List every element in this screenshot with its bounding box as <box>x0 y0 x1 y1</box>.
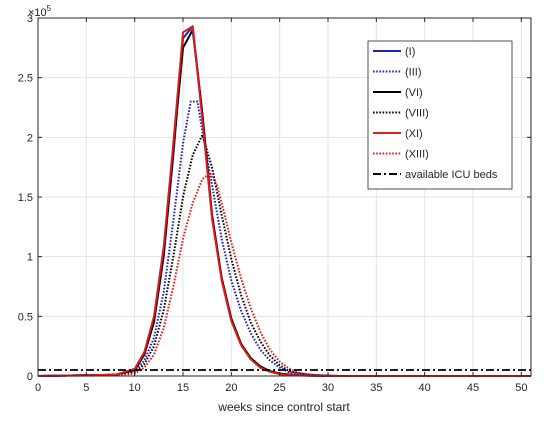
legend-label-4: (XI) <box>405 128 423 140</box>
legend-label-6: available ICU beds <box>405 169 498 181</box>
y-tick-label: 0 <box>27 371 33 383</box>
legend-label-3: (VIII) <box>405 108 429 120</box>
x-tick-label: 0 <box>35 382 41 394</box>
legend: (I) (III) (VI) (VIII) (XI) (XIII) available IC… <box>367 40 513 190</box>
series-line-5 <box>37 172 531 377</box>
legend-label-5: (XIII) <box>405 149 429 161</box>
series-line-3 <box>37 133 531 377</box>
legend-label-1: (III) <box>405 67 422 79</box>
y-tick-label: 3 <box>27 13 33 25</box>
x-tick-label: 35 <box>370 382 382 394</box>
x-tick-label: 25 <box>274 382 286 394</box>
x-axis-ticks: 0 5 10 15 20 25 30 35 40 45 50 <box>35 18 527 394</box>
y-tick-label: 1.5 <box>18 192 33 204</box>
legend-label-2: (VI) <box>405 87 423 99</box>
x-tick-label: 30 <box>322 382 334 394</box>
series-line-4 <box>37 25 531 377</box>
legend-label-0: (I) <box>405 46 415 58</box>
legend-box <box>367 40 513 190</box>
x-tick-label: 5 <box>83 382 89 394</box>
y-exponent-base: ×10 <box>28 7 47 19</box>
y-exponent-power: 5 <box>47 4 52 13</box>
x-tick-label: 15 <box>177 382 189 394</box>
y-exponent-label: ×105 <box>28 4 52 19</box>
x-tick-label: 50 <box>515 382 527 394</box>
x-tick-label: 45 <box>467 382 479 394</box>
x-tick-label: 20 <box>225 382 237 394</box>
x-tick-label: 40 <box>419 382 431 394</box>
y-tick-label: 1 <box>27 252 33 264</box>
y-tick-label: 0.5 <box>18 311 33 323</box>
x-axis-label: weeks since control start <box>217 400 350 414</box>
y-tick-label: 2.5 <box>18 73 33 85</box>
x-tick-label: 10 <box>129 382 141 394</box>
series-layer <box>37 25 531 377</box>
y-axis-ticks: 0 0.5 1 1.5 2 2.5 3 <box>18 13 531 383</box>
y-tick-label: 2 <box>27 132 33 144</box>
